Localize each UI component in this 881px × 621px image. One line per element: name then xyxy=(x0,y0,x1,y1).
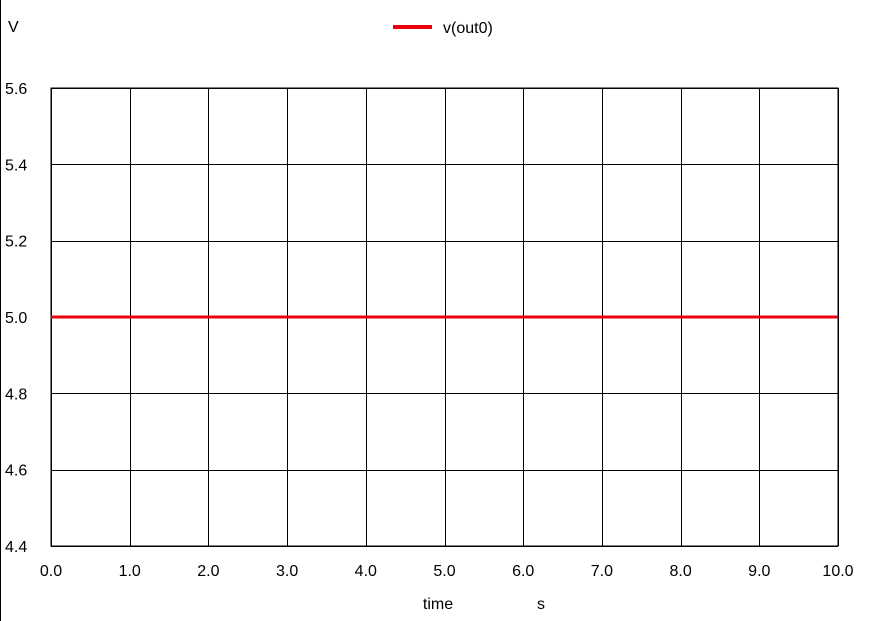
legend: v(out0) xyxy=(393,20,493,37)
x-axis-label: time xyxy=(423,596,453,613)
y-axis-label: V xyxy=(8,19,19,36)
x-tick-label: 0.0 xyxy=(40,563,62,580)
x-tick-label: 1.0 xyxy=(119,563,141,580)
y-tick-label: 4.6 xyxy=(5,463,27,480)
x-tick-label: 9.0 xyxy=(748,563,770,580)
x-tick-label: 10.0 xyxy=(822,563,853,580)
x-tick-label: 4.0 xyxy=(355,563,377,580)
x-axis-unit: s xyxy=(537,596,545,613)
y-tick-label: 4.4 xyxy=(5,539,27,556)
x-tick-label: 5.0 xyxy=(433,563,455,580)
x-tick-label: 8.0 xyxy=(669,563,691,580)
x-tick-labels: 0.0 1.0 2.0 3.0 4.0 5.0 6.0 7.0 8.0 9.0 10.0 xyxy=(40,563,854,580)
x-tick-label: 3.0 xyxy=(276,563,298,580)
y-tick-label: 5.4 xyxy=(5,157,27,174)
x-tick-label: 7.0 xyxy=(591,563,613,580)
y-tick-label: 5.2 xyxy=(5,234,27,251)
y-tick-labels: 4.4 4.6 4.8 5.0 5.2 5.4 5.6 xyxy=(5,81,27,556)
legend-label-v-out0: v(out0) xyxy=(443,20,493,37)
x-tick-label: 6.0 xyxy=(512,563,534,580)
x-tick-label: 2.0 xyxy=(197,563,219,580)
y-tick-label: 5.6 xyxy=(5,81,27,98)
y-tick-label: 4.8 xyxy=(5,386,27,403)
y-tick-label: 5.0 xyxy=(5,310,27,327)
